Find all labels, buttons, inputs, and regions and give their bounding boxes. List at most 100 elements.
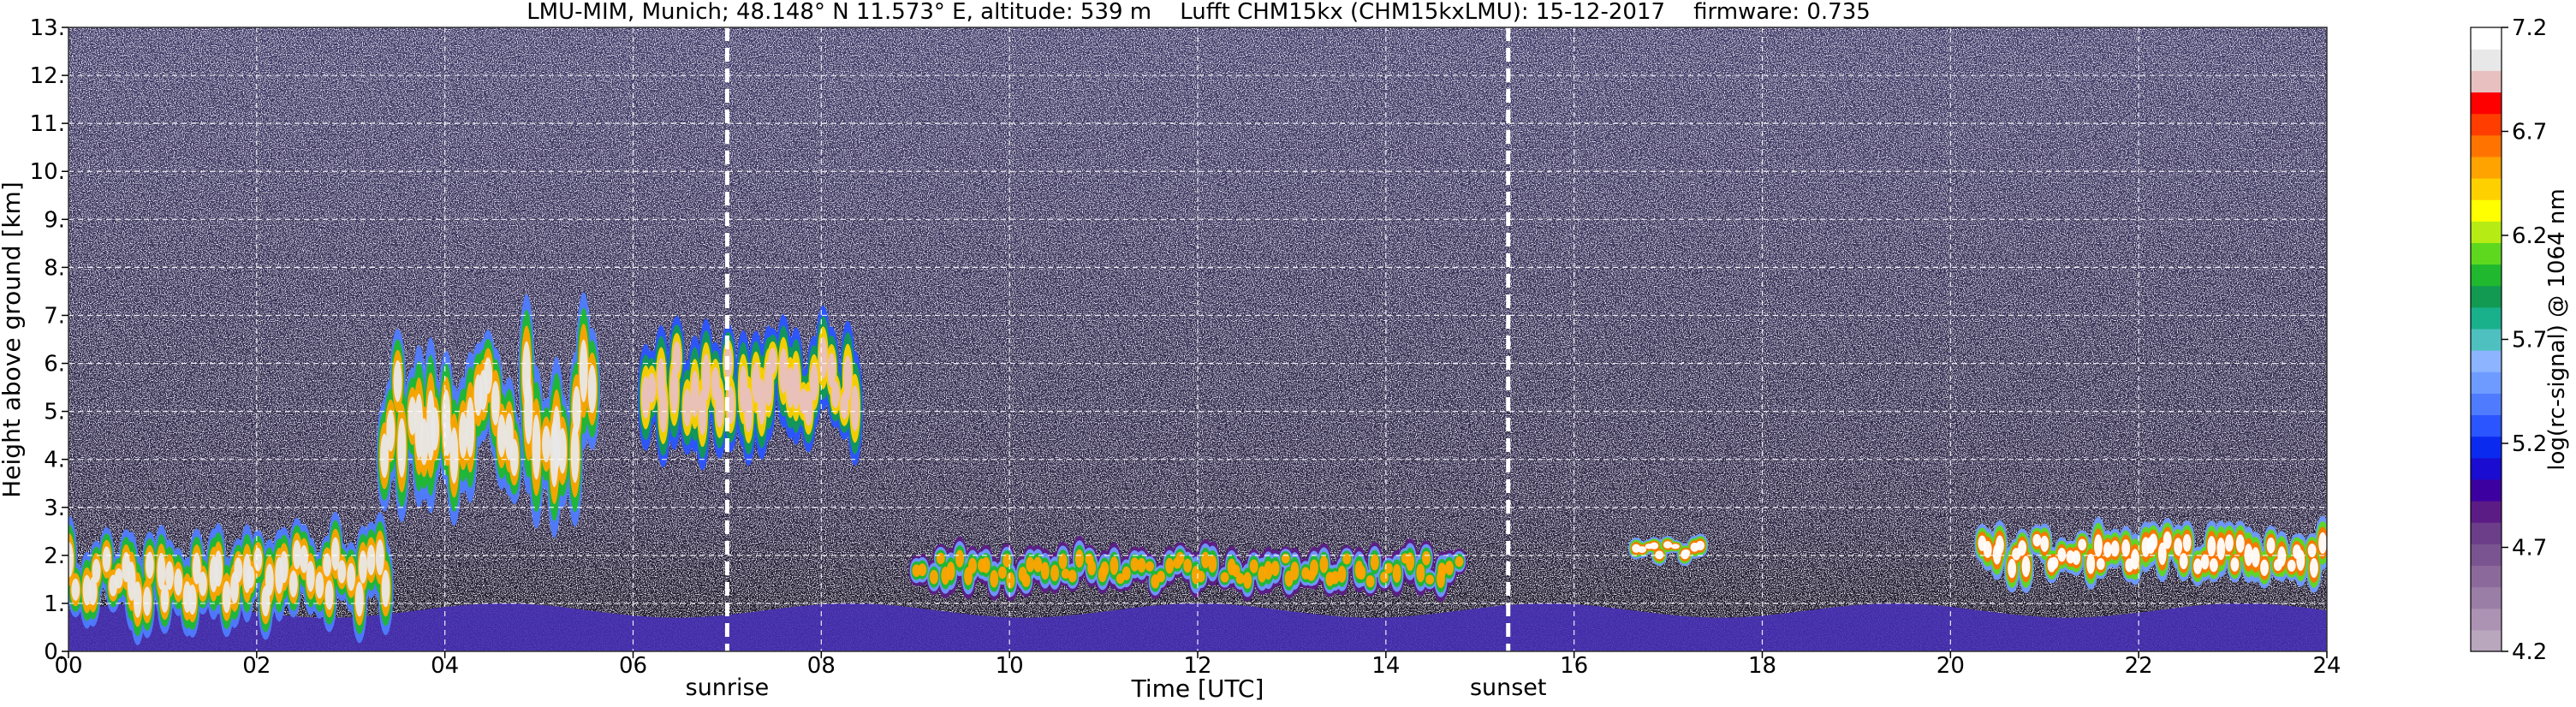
signal-blob	[1445, 560, 1454, 576]
signal-blob	[768, 348, 777, 375]
sunset-label: sunset	[1470, 674, 1547, 701]
colorbar-tick-label: 4.7	[2512, 536, 2547, 561]
signal-blob	[1342, 553, 1352, 565]
signal-blob	[2032, 533, 2042, 547]
signal-blob	[497, 414, 506, 458]
signal-blob	[1310, 559, 1318, 577]
signal-blob	[337, 560, 347, 584]
signal-blob	[587, 364, 597, 413]
signal-blob	[82, 574, 92, 606]
signal-blob	[1670, 544, 1680, 550]
signal-blob	[1033, 556, 1043, 573]
signal-blob	[1406, 552, 1415, 572]
signal-blob	[1281, 553, 1290, 564]
signal-blob	[804, 390, 813, 426]
signal-blob	[1416, 563, 1425, 583]
colorbar-swatch	[2471, 586, 2502, 609]
signal-blob	[88, 576, 98, 606]
x-tick-label: 10	[996, 653, 1024, 679]
colorbar-swatch	[2471, 457, 2502, 480]
signal-blob	[1455, 556, 1464, 567]
signal-blob	[532, 414, 541, 480]
signal-blob	[187, 584, 197, 615]
y-tick-label: 11.	[30, 111, 65, 137]
signal-blob	[102, 546, 111, 573]
aerosol-layer-shade	[68, 603, 2327, 651]
signal-blob	[2193, 558, 2202, 574]
x-tick-label: 16	[1560, 653, 1588, 679]
signal-blob	[2078, 538, 2087, 551]
signal-blob	[690, 370, 699, 418]
signal-blob	[2049, 556, 2059, 569]
signal-blob	[2103, 542, 2112, 558]
signal-blob	[1437, 562, 1447, 579]
y-tick-label: 1.	[44, 591, 65, 617]
signal-blob	[572, 385, 581, 434]
signal-blob	[431, 407, 439, 451]
signal-blob	[1370, 554, 1379, 571]
signal-blob	[315, 572, 324, 599]
colorbar-swatch	[2471, 177, 2502, 200]
signal-blob	[1235, 573, 1245, 585]
signal-blob	[2018, 540, 2027, 556]
signal-blob	[330, 537, 340, 571]
signal-blob	[2110, 540, 2120, 557]
signal-blob	[2021, 556, 2031, 578]
signal-blob	[375, 539, 384, 576]
colorbar-swatch	[2471, 92, 2502, 115]
chart-title: LMU-MIM, Munich; 48.148° N 11.573° E, al…	[527, 0, 1871, 25]
colorbar-swatch	[2471, 156, 2502, 179]
sunrise-label: sunrise	[686, 674, 770, 701]
signal-blob	[1130, 557, 1139, 572]
colorbar-tick-label: 7.2	[2512, 15, 2547, 41]
signal-blob	[347, 562, 356, 591]
signal-blob	[2216, 537, 2226, 561]
colorbar-tick-label: 6.7	[2512, 120, 2547, 146]
feature-boundary-layer-aerosol	[68, 603, 2327, 651]
y-tick-label: 10.	[30, 159, 65, 185]
x-tick-label: 04	[431, 653, 459, 679]
feature-cloud-fragments	[908, 535, 1467, 603]
signal-blob	[1220, 572, 1229, 583]
signal-blob	[491, 381, 500, 425]
colorbar-swatch	[2471, 285, 2502, 308]
signal-blob	[1208, 554, 1217, 573]
signal-blob	[757, 378, 766, 425]
feature-mid-cloud	[638, 306, 863, 471]
signal-blob	[366, 544, 376, 576]
signal-blob	[359, 550, 367, 584]
signal-blob	[997, 566, 1007, 579]
y-tick-label: 9.	[44, 207, 65, 233]
signal-blob	[253, 547, 263, 572]
aerosol-layer-fill	[68, 603, 2327, 651]
signal-blob	[791, 362, 800, 410]
y-tick-label: 0.	[44, 639, 65, 665]
colorbar-swatch	[2471, 436, 2502, 459]
signal-blob	[222, 580, 231, 614]
signal-blob	[199, 571, 207, 597]
signal-blob	[289, 570, 298, 597]
signal-blob	[143, 586, 152, 616]
signal-blob	[809, 363, 818, 401]
signal-blob	[1696, 540, 1705, 550]
colorbar-swatch	[2471, 70, 2502, 93]
signal-blob	[1983, 541, 1992, 558]
signal-blob	[165, 561, 174, 591]
colorbar-tick-label: 4.2	[2512, 639, 2547, 665]
signal-blob	[1663, 541, 1673, 549]
signal-blob	[542, 425, 551, 463]
signal-blob	[146, 551, 154, 579]
signal-blob	[2179, 553, 2188, 569]
signal-blob	[174, 568, 183, 596]
signal-blob	[2235, 534, 2245, 553]
signal-blob	[419, 418, 429, 466]
signal-blob	[1006, 572, 1015, 589]
colorbar-swatch	[2471, 49, 2502, 71]
y-tick-label: 3.	[44, 496, 65, 521]
signal-blob	[981, 556, 991, 573]
signal-blob	[279, 550, 289, 584]
signal-blob	[1110, 556, 1119, 575]
signal-blob	[1392, 563, 1401, 583]
x-tick-label: 20	[1936, 653, 1965, 679]
x-tick-label: 12	[1183, 653, 1211, 679]
